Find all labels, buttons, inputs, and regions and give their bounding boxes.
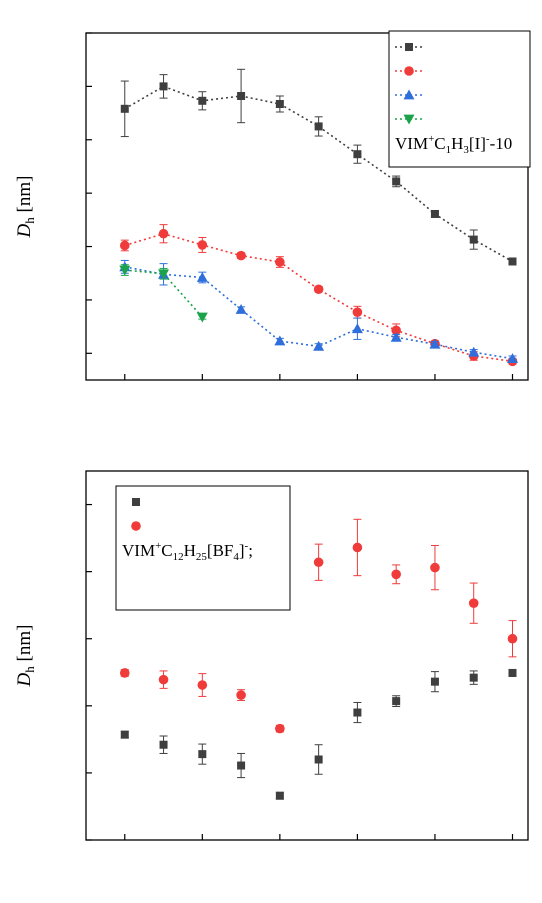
data-point <box>468 598 479 608</box>
series-line <box>124 266 513 360</box>
data-point <box>353 708 362 717</box>
legend-marker <box>131 521 141 531</box>
series-line <box>124 85 513 263</box>
data-point <box>119 668 130 678</box>
data-point <box>275 100 284 109</box>
data-point <box>235 304 247 314</box>
annotation-label: VIM+C12H25[BF4]-; <box>122 540 253 563</box>
data-point <box>391 569 401 580</box>
data-point <box>158 228 169 239</box>
y-axis-label: Dh [nm] <box>14 625 37 688</box>
data-point <box>313 284 324 295</box>
data-point <box>198 96 207 105</box>
data-point <box>236 690 246 700</box>
data-point <box>275 723 285 734</box>
legend-marker <box>132 498 140 506</box>
legend-box <box>115 485 291 611</box>
data-point <box>236 250 246 261</box>
data-point <box>390 331 402 342</box>
data-point <box>275 257 285 267</box>
data-point <box>314 122 323 131</box>
data-point <box>159 740 168 749</box>
data-point <box>120 104 129 113</box>
annotation-label: VIM+C1H3[I]--10 <box>395 133 512 156</box>
data-point <box>392 697 401 706</box>
data-point <box>430 562 440 573</box>
data-point <box>275 791 284 800</box>
data-point <box>430 209 439 218</box>
data-point <box>198 750 207 759</box>
plot-frame <box>85 32 529 381</box>
data-point <box>469 235 478 244</box>
series-0-1-m-nacl <box>119 259 518 364</box>
y-axis-label: Dh [nm] <box>14 176 37 239</box>
data-point <box>119 240 130 251</box>
data-point <box>119 265 131 276</box>
data-point <box>430 677 439 686</box>
data-point <box>429 338 441 349</box>
series-1-mm-nacl <box>120 68 517 266</box>
data-point <box>353 150 362 159</box>
data-point <box>352 542 363 553</box>
legend: VIM+C12H25[BF4]-; <box>115 485 291 611</box>
data-point <box>468 346 480 357</box>
data-point <box>508 257 517 266</box>
data-point <box>196 272 208 282</box>
data-point <box>313 557 324 568</box>
data-point <box>159 82 168 91</box>
data-point <box>158 269 170 280</box>
data-point <box>352 307 363 318</box>
chart-panel-b: Dh [nm] VIM+C12H25[BF4]-; <box>14 470 529 841</box>
data-point <box>391 325 401 336</box>
data-point <box>314 755 323 764</box>
data-point <box>507 633 518 644</box>
data-point <box>120 730 129 739</box>
data-point <box>506 353 518 364</box>
plot-frame <box>85 470 529 841</box>
series-line <box>124 232 513 363</box>
data-point <box>196 312 208 323</box>
data-point <box>197 240 208 250</box>
legend-marker <box>405 43 413 51</box>
legend-marker <box>404 66 414 76</box>
data-point <box>351 323 363 334</box>
data-point <box>508 668 517 677</box>
data-point <box>392 177 401 186</box>
series-pre-funct- <box>120 668 517 800</box>
legend-marker <box>403 114 415 125</box>
chart-panel-a: Dh [nm] VIM+C1H3[I]--10 <box>14 30 531 381</box>
series-1-m-nacl <box>119 264 208 323</box>
data-point <box>469 673 478 682</box>
data-point <box>274 335 286 346</box>
data-point <box>237 761 246 770</box>
series-post-funct- <box>119 518 518 734</box>
data-point <box>313 340 325 351</box>
data-point <box>197 680 208 690</box>
legend: VIM+C1H3[I]--10 <box>388 30 531 168</box>
data-point <box>237 91 246 100</box>
legend-marker <box>403 89 415 100</box>
data-point <box>158 674 169 685</box>
